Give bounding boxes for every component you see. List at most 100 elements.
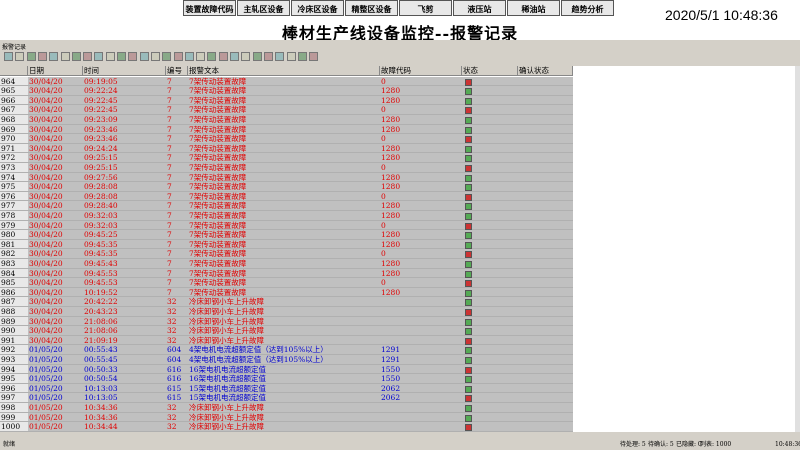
toolbar-icon[interactable] [297,52,307,61]
status-text: 就绪 [3,441,16,448]
table-cell: 7 [167,220,172,230]
table-cell: 30/04/20 [29,249,63,259]
toolbar-icon[interactable] [71,52,81,61]
toolbar-icon[interactable] [117,52,126,61]
toolbar-icon[interactable] [230,52,239,61]
table-cell: 974 [1,172,16,182]
toolbar-icon[interactable] [15,52,25,61]
nav-button[interactable]: 装置故障代码 [183,0,236,16]
scrollbar[interactable] [795,66,800,432]
table-cell: 32 [167,403,177,412]
toolbar-icon[interactable] [241,52,251,61]
table-cell: 7架传动装置故障 [189,163,247,172]
row-header [0,287,28,298]
table-cell: 7架传动装置故障 [189,259,247,268]
table-cell: 7架传动装置故障 [189,287,247,297]
row-header [0,105,28,115]
table-cell: 01/05/20 [29,374,63,384]
toolbar-icon[interactable] [4,52,13,61]
status-icon [465,280,472,288]
table-cell: 977 [1,201,16,211]
table-cell: 30/04/20 [29,297,63,307]
status-icon [465,337,472,345]
toolbar-icon[interactable] [83,52,93,61]
toolbar-icon[interactable] [263,52,273,61]
row-header [0,124,28,135]
table-cell: 993 [1,355,16,364]
table-row [28,95,573,106]
table-cell: 7 [167,86,172,96]
table-cell: 30/04/20 [29,95,63,105]
table-cell: 7架传动装置故障 [189,230,247,240]
toolbar-icon[interactable] [60,52,70,61]
table-cell: 00:55:43 [84,345,118,355]
toolbar-icon[interactable] [196,52,206,61]
status-icon [465,107,472,115]
table-cell: 09:28:08 [84,191,118,201]
table-row [28,422,573,432]
nav-button[interactable]: 精整区设备 [345,0,398,16]
nav-button[interactable]: 主轧区设备 [237,0,290,16]
table-cell: 00:55:45 [84,355,118,364]
table-cell: 7架传动装置故障 [189,172,247,182]
nav-button[interactable]: 飞剪 [399,0,452,16]
table-cell: 7 [167,268,172,278]
table-cell: 1280 [381,230,401,240]
table-cell: 7架传动装置故障 [189,115,247,124]
table-cell: 7架传动装置故障 [189,191,247,201]
table-cell: 32 [167,297,177,307]
toolbar-icon[interactable] [309,52,319,61]
toolbar-icon[interactable] [173,52,183,61]
toolbar-icon[interactable] [286,52,296,61]
header-cell: 时间 [83,66,166,76]
row-header [0,393,28,403]
table-cell: 985 [1,278,16,288]
toolbar-icon[interactable] [218,52,228,61]
status-icon [465,309,472,316]
table-cell: 21:08:06 [84,316,118,326]
toolbar-icon[interactable] [184,52,194,61]
table-cell: 30/04/20 [29,201,63,211]
nav-button[interactable]: 冷床区设备 [291,0,344,16]
status-icon [465,299,472,307]
row-header [0,422,28,432]
row-header [0,134,28,144]
toolbar-icon[interactable] [275,52,285,61]
header-cell: 状态 [462,66,518,76]
toolbar-icon[interactable] [105,52,115,61]
nav-button[interactable]: 稀油站 [507,0,560,16]
table-cell: 15架电机电流超额定值 [189,383,267,393]
table-cell: 978 [1,211,16,220]
table-cell: 7架传动装置故障 [189,211,247,220]
toolbar-icon[interactable] [207,52,217,61]
table-cell: 972 [1,153,16,163]
table-cell: 09:25:15 [84,153,118,163]
row-header [0,143,28,154]
toolbar-icon[interactable] [49,52,59,61]
toolbar-icon[interactable] [150,52,160,61]
status-icon [465,395,472,403]
table-cell: 0 [381,278,386,288]
toolbar-icon[interactable] [162,52,172,61]
nav-button[interactable]: 趋势分析 [561,0,614,16]
table-cell: 30/04/20 [29,143,63,153]
toolbar-icon[interactable] [26,52,36,61]
toolbar-icon[interactable] [252,52,262,61]
table-cell: 0 [381,191,386,201]
table-cell: 09:22:24 [84,86,118,96]
row-header [0,211,28,221]
table-cell: 01/05/20 [29,422,63,432]
toolbar-icon[interactable] [128,52,138,61]
header-cell [0,66,28,76]
table-row [28,124,573,135]
table-row [28,374,573,384]
status-icon [465,385,472,393]
table-cell: 32 [167,307,177,316]
toolbar-icon[interactable] [94,52,104,61]
row-header [0,364,28,375]
table-cell: 7 [167,105,172,115]
nav-button[interactable]: 液压站 [453,0,506,16]
row-header [0,239,28,250]
toolbar-icon[interactable] [139,52,149,61]
toolbar-icon[interactable] [37,52,47,61]
